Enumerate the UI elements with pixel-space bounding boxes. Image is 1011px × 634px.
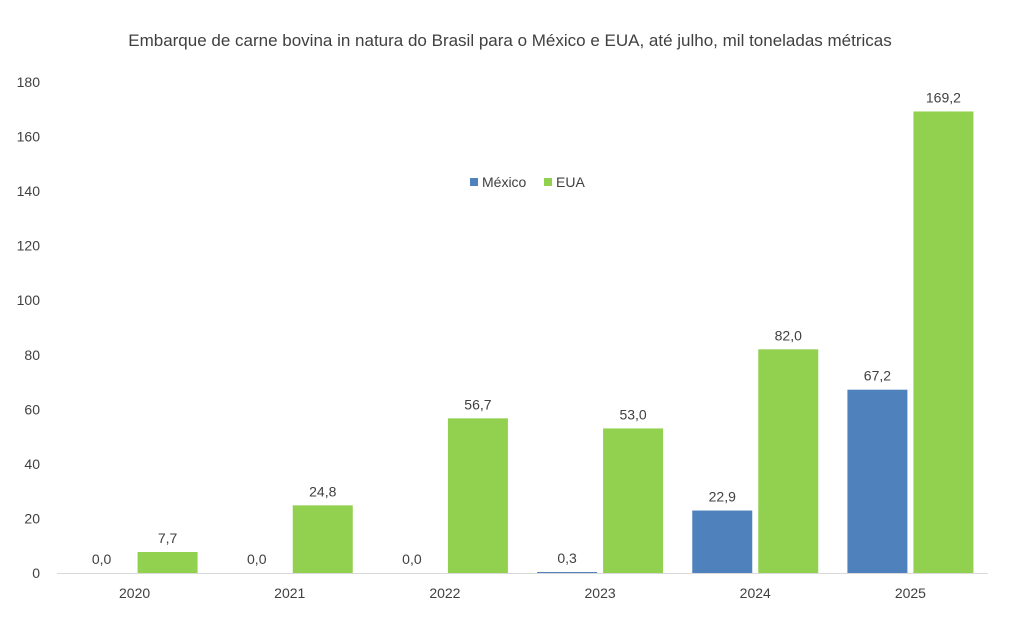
bar-eua-2023 <box>603 428 664 573</box>
y-tick-label: 180 <box>17 74 41 90</box>
y-axis-ticks: 0 20 40 60 80 100 120 140 160 180 <box>17 74 41 581</box>
data-label-eua-2021: 24,8 <box>309 483 336 499</box>
y-tick-label: 100 <box>17 292 41 308</box>
bar-eua-2021 <box>292 505 353 573</box>
legend-swatch-eua <box>544 178 552 186</box>
y-tick-label: 40 <box>24 456 40 472</box>
data-label-eua-2023: 53,0 <box>619 406 646 422</box>
x-tick-label: 2022 <box>429 585 460 601</box>
y-tick-label: 160 <box>17 129 41 145</box>
x-tick-label: 2020 <box>119 585 150 601</box>
x-tick-label: 2025 <box>895 585 926 601</box>
y-tick-label: 80 <box>24 347 40 363</box>
legend-swatch-mexico <box>470 178 478 186</box>
chart-title: Embarque de carne bovina in natura do Br… <box>128 31 892 50</box>
bars <box>137 111 974 574</box>
data-labels: 0,0 7,7 0,0 24,8 0,0 56,7 0,3 53,0 22,9 82,0 67,2 1… <box>92 89 961 567</box>
data-label-mexico-2020: 0,0 <box>92 551 112 567</box>
bar-mexico-2024 <box>692 510 753 573</box>
x-tick-label: 2021 <box>274 585 305 601</box>
data-label-eua-2025: 169,2 <box>926 89 961 105</box>
legend-label-mexico: México <box>482 174 527 190</box>
data-label-mexico-2022: 0,0 <box>402 551 422 567</box>
y-tick-label: 0 <box>32 565 40 581</box>
legend: México EUA <box>470 174 585 190</box>
x-tick-label: 2023 <box>585 585 616 601</box>
data-label-mexico-2024: 22,9 <box>709 489 736 505</box>
bar-mexico-2025 <box>847 389 908 573</box>
data-label-mexico-2023: 0,3 <box>557 550 577 566</box>
bar-eua-2025 <box>913 111 974 574</box>
data-label-mexico-2025: 67,2 <box>864 368 891 384</box>
y-tick-label: 120 <box>17 238 41 254</box>
legend-label-eua: EUA <box>556 174 585 190</box>
x-axis-ticks: 2020 2021 2022 2023 2024 2025 <box>119 585 926 601</box>
y-tick-label: 20 <box>24 510 40 526</box>
bar-eua-2022 <box>447 418 508 573</box>
data-label-eua-2022: 56,7 <box>464 396 491 412</box>
x-tick-label: 2024 <box>740 585 771 601</box>
data-label-eua-2024: 82,0 <box>775 327 802 343</box>
y-tick-label: 140 <box>17 183 41 199</box>
bar-eua-2024 <box>758 349 819 573</box>
bar-mexico-2023 <box>537 572 598 573</box>
bar-eua-2020 <box>137 551 198 573</box>
y-tick-label: 60 <box>24 401 40 417</box>
data-label-mexico-2021: 0,0 <box>247 551 267 567</box>
data-label-eua-2020: 7,7 <box>158 530 178 546</box>
